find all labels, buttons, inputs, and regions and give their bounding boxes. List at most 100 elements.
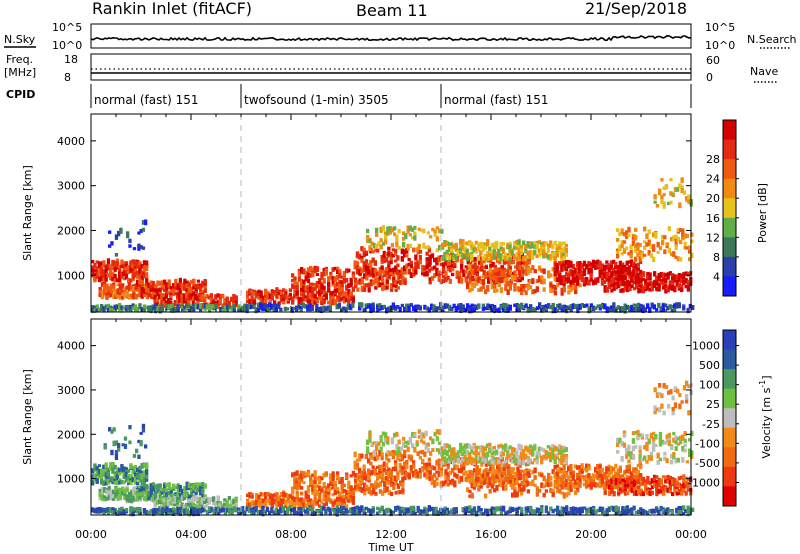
echo-cell	[394, 284, 398, 288]
echo-cell	[272, 307, 276, 311]
echo-cell	[400, 457, 404, 461]
echo-cell	[185, 299, 189, 304]
echo-cell	[484, 271, 488, 276]
echo-cell	[151, 509, 156, 516]
echo-cell	[385, 267, 389, 271]
echo-cell	[589, 271, 593, 276]
echo-cell	[404, 440, 408, 445]
echo-cell	[435, 257, 439, 261]
echo-cell	[340, 489, 344, 495]
echo-cell	[553, 290, 557, 296]
echo-cell	[445, 303, 449, 308]
echo-cell	[605, 306, 609, 313]
echo-cell	[628, 307, 632, 312]
echo-cell	[576, 261, 580, 268]
echo-cell	[311, 286, 315, 293]
echo-cell	[679, 256, 683, 262]
echo-cell	[394, 266, 398, 273]
echo-cell	[91, 477, 95, 482]
echo-cell	[268, 494, 272, 500]
echo-cell	[304, 275, 308, 282]
echo-cell	[198, 293, 202, 298]
echo-cell	[336, 496, 340, 502]
echo-cell	[498, 258, 502, 265]
echo-cell	[113, 273, 117, 279]
echo-cell	[400, 465, 404, 470]
echo-cell	[396, 276, 400, 282]
echo-cell	[199, 482, 203, 488]
echo-cell	[648, 277, 652, 281]
echo-cell	[259, 299, 263, 303]
echo-cell	[671, 273, 675, 277]
echo-cell	[212, 509, 216, 514]
echo-cell	[300, 287, 304, 292]
echo-cell	[378, 473, 382, 479]
echo-cell	[571, 277, 575, 283]
echo-cell	[382, 461, 386, 467]
echo-cell	[338, 297, 342, 303]
echo-cell	[664, 288, 668, 294]
echo-cell	[277, 304, 281, 309]
echo-cell	[631, 236, 636, 240]
echo-cell	[564, 277, 569, 282]
echo-cell	[342, 279, 346, 284]
echo-cell	[145, 510, 149, 516]
echo-cell	[187, 510, 191, 517]
echo-cell	[329, 498, 333, 504]
echo-cell	[196, 300, 200, 307]
echo-cell	[444, 276, 448, 281]
echo-cell	[228, 305, 232, 310]
echo-cell	[109, 307, 113, 312]
echo-cell	[370, 442, 374, 447]
echo-cell	[663, 249, 667, 255]
echo-cell	[93, 473, 97, 480]
echo-cell	[515, 286, 519, 291]
echo-cell	[333, 276, 337, 282]
echo-cell	[95, 469, 99, 474]
echo-cell	[163, 482, 167, 487]
echo-cell	[387, 251, 391, 256]
echo-cell	[155, 297, 160, 303]
echo-cell	[115, 304, 120, 310]
echo-cell	[169, 490, 173, 494]
echo-cell	[621, 269, 625, 274]
echo-cell	[232, 299, 236, 305]
echo-cell	[594, 277, 598, 283]
echo-cell	[138, 507, 142, 513]
echo-cell	[315, 281, 320, 286]
echo-cell	[360, 478, 364, 483]
echo-cell	[189, 293, 193, 300]
echo-cell	[616, 238, 620, 242]
echo-cell	[502, 275, 506, 279]
echo-cell	[145, 305, 149, 310]
echo-cell	[125, 291, 129, 297]
echo-cell	[141, 220, 146, 225]
echo-cell	[500, 470, 504, 475]
echo-cell	[394, 466, 398, 472]
echo-cell	[439, 306, 443, 310]
echo-cell	[366, 450, 370, 455]
echo-cell	[508, 241, 512, 245]
echo-cell	[367, 265, 371, 272]
echo-cell	[176, 285, 180, 291]
echo-cell	[180, 294, 184, 299]
echo-cell	[620, 243, 624, 249]
echo-cell	[178, 499, 182, 503]
echo-cell	[556, 283, 560, 288]
echo-cell	[620, 240, 624, 246]
echo-cell	[374, 278, 378, 283]
echo-cell	[520, 284, 524, 290]
echo-cell	[93, 467, 97, 472]
echo-cell	[140, 462, 144, 469]
echo-cell	[199, 303, 203, 309]
echo-cell	[640, 252, 644, 256]
echo-cell	[403, 471, 407, 478]
echo-cell	[619, 271, 623, 277]
echo-cell	[363, 273, 367, 279]
echo-cell	[667, 201, 671, 206]
echo-cell	[385, 476, 389, 481]
echo-cell	[451, 478, 455, 483]
echo-cell	[97, 264, 102, 270]
cpid-segment-label: normal (fast) 151	[444, 93, 548, 107]
echo-cell	[133, 477, 138, 483]
